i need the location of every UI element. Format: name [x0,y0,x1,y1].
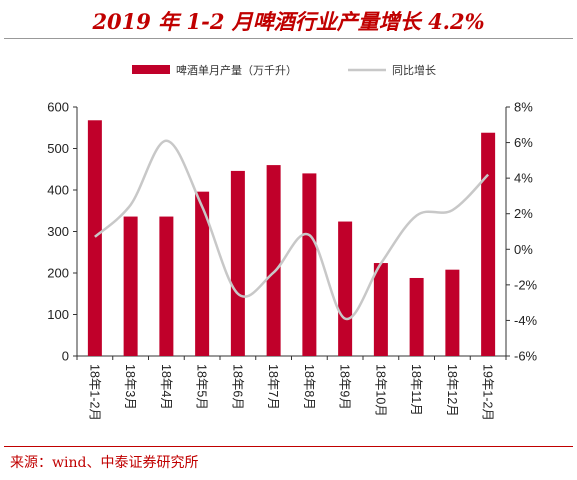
x-axis-tick-label: 19年1-2月 [481,364,495,421]
left-axis-tick-label: 500 [47,141,69,156]
x-axis-tick-label: 18年3月 [123,364,137,410]
right-axis-tick-label: 6% [514,135,533,150]
chart-legend: 啤酒单月产量（万千升） 同比增长 [132,63,436,77]
bar [87,120,102,356]
bar [409,277,424,356]
bar [338,221,353,356]
legend-swatch-production [132,65,170,74]
bar [445,269,460,356]
chart-title: 2019 年 1-2 月啤酒行业产量增长 4.2% [92,9,485,34]
right-axis-tick-label: -4% [514,313,538,328]
x-axis-tick-label: 18年12月 [445,364,459,417]
x-axis-labels: 18年1-2月 18年3月 18年4月 18年5月 18年6月 18年7月 18年8月 18年… [87,364,494,421]
source-note: 来源：wind、中泰证券研究所 [10,455,199,471]
bar [302,173,317,356]
x-axis-tick-label: 18年1-2月 [87,364,101,421]
right-axis-tick-label: -6% [514,349,538,364]
right-axis-tick-label: 4% [514,171,533,186]
left-axis-tick-label: 0 [62,349,69,364]
bar [123,216,138,356]
legend-label-production: 啤酒单月产量（万千升） [176,63,297,77]
right-axis-tick-label: 0% [514,242,533,257]
right-axis-tick-label: 8% [514,100,533,115]
left-axis-tick-label: 600 [47,100,69,115]
x-axis-tick-label: 18年4月 [159,364,173,410]
left-axis-tick-label: 200 [47,266,69,281]
bar [481,132,496,356]
bar [373,263,388,356]
left-axis-tick-label: 400 [47,183,69,198]
title-divider [4,38,573,39]
line-series [94,139,490,320]
bar [266,165,281,356]
right-axis-tick-label: 2% [514,206,533,221]
yoy-growth-line [94,139,490,320]
left-axis-tick-label: 100 [47,307,69,322]
x-axis-tick-label: 18年6月 [230,364,244,410]
left-axis-tick-label: 300 [47,224,69,239]
x-axis-tick-label: 18年9月 [338,364,352,410]
x-axis-tick-label: 18年10月 [373,364,387,417]
chart-axes: 0 100 200 300 400 500 600 -6% -4% -2% 0% 2% 4% 6% 8% [47,100,537,364]
legend-label-yoy: 同比增长 [392,63,436,77]
chart-plot: 啤酒单月产量（万千升） 同比增长 0 100 200 300 400 500 600 -6% -… [47,63,537,421]
x-axis-tick-label: 18年5月 [195,364,209,410]
bar [230,170,245,356]
right-axis-tick-label: -2% [514,277,538,292]
x-axis-tick-label: 18年8月 [302,364,316,410]
source-divider [4,446,573,447]
bar [195,191,210,356]
x-axis-tick-label: 18年11月 [409,364,423,416]
bar-series [87,120,496,356]
x-axis-tick-label: 18年7月 [266,364,280,410]
bar [159,216,174,356]
